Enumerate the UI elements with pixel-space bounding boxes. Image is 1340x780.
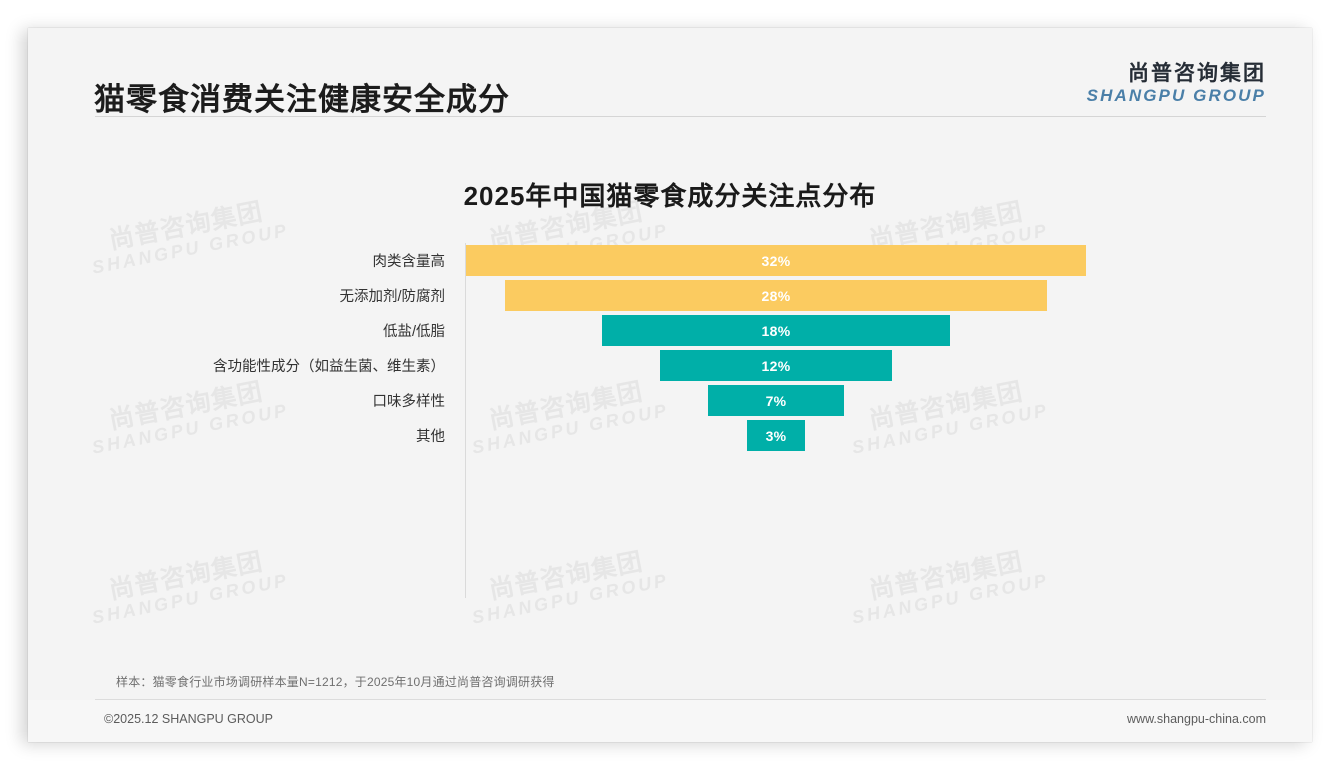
- slide-footer: ©2025.12 SHANGPU GROUP www.shangpu-china…: [28, 700, 1312, 742]
- chart-bar-value: 28%: [761, 287, 791, 304]
- chart-bar[interactable]: 18%: [601, 315, 951, 346]
- chart-bar[interactable]: 12%: [659, 350, 893, 381]
- chart-category-label: 低盐/低脂: [382, 324, 445, 340]
- chart-bar-value: 7%: [765, 392, 787, 409]
- chart-bar[interactable]: 32%: [466, 245, 1086, 276]
- chart-bar-value: 18%: [761, 322, 791, 339]
- slide-header: 猫零食消费关注健康安全成分 尚普咨询集团 SHANGPU GROUP: [28, 28, 1312, 126]
- header-divider: [95, 116, 1266, 117]
- chart-bar-track: 3%: [466, 418, 1266, 453]
- chart-bar[interactable]: 3%: [746, 420, 806, 451]
- chart-bar-row: 低盐/低脂 18%: [28, 313, 1312, 348]
- chart-bar-row: 其他 3%: [28, 418, 1312, 453]
- page-title: 猫零食消费关注健康安全成分: [94, 82, 510, 117]
- chart-bar-row: 肉类含量高 32%: [28, 243, 1312, 278]
- brand-logo: 尚普咨询集团 SHANGPU GROUP: [1087, 62, 1266, 105]
- website-link[interactable]: www.shangpu-china.com: [1127, 712, 1266, 726]
- chart-bar[interactable]: 28%: [504, 280, 1048, 311]
- chart-category-label: 肉类含量高: [372, 254, 446, 270]
- chart-category-label: 无添加剂/防腐剂: [339, 289, 445, 305]
- chart-bar-track: 32%: [466, 243, 1266, 278]
- slide-card: 尚普咨询集团 SHANGPU GROUP 尚普咨询集团 SHANGPU GROU…: [28, 28, 1312, 742]
- chart-title: 2025年中国猫零食成分关注点分布: [463, 181, 877, 211]
- chart-category-label: 含功能性成分（如益生菌、维生素）: [213, 359, 445, 375]
- chart-bar-row: 口味多样性 7%: [28, 383, 1312, 418]
- chart-axis-line: [465, 243, 466, 598]
- chart-bar-track: 12%: [466, 348, 1266, 383]
- footer-divider: [95, 699, 1266, 700]
- chart-bar-track: 28%: [466, 278, 1266, 313]
- chart-bar-rows: 肉类含量高 32% 无添加剂/防腐剂 28% 低盐/低脂 18% 含功能性成分（如益生菌、维…: [28, 243, 1312, 453]
- chart-bar-value: 12%: [761, 357, 791, 374]
- chart-bar-row: 无添加剂/防腐剂 28%: [28, 278, 1312, 313]
- chart-bar[interactable]: 7%: [708, 385, 844, 416]
- brand-logo-en: SHANGPU GROUP: [1086, 85, 1266, 105]
- chart-container: 2025年中国猫零食成分关注点分布 肉类含量高 32% 无添加剂/防腐剂 28% 低盐/…: [28, 148, 1312, 668]
- chart-category-label: 其他: [416, 429, 445, 445]
- chart-plot-area: 肉类含量高 32% 无添加剂/防腐剂 28% 低盐/低脂 18% 含功能性成分（如益生菌、维…: [28, 243, 1312, 603]
- chart-category-label: 口味多样性: [372, 394, 446, 410]
- chart-bar-track: 18%: [466, 313, 1266, 348]
- copyright-text: ©2025.12 SHANGPU GROUP: [104, 712, 273, 726]
- chart-bar-value: 32%: [761, 252, 791, 269]
- chart-bar-value: 3%: [765, 427, 787, 444]
- chart-footnote: 样本：猫零食行业市场调研样本量N=1212，于2025年10月通过尚普咨询调研获…: [116, 675, 555, 689]
- chart-bar-track: 7%: [466, 383, 1266, 418]
- brand-logo-cn: 尚普咨询集团: [1128, 62, 1266, 85]
- chart-bar-row: 含功能性成分（如益生菌、维生素） 12%: [28, 348, 1312, 383]
